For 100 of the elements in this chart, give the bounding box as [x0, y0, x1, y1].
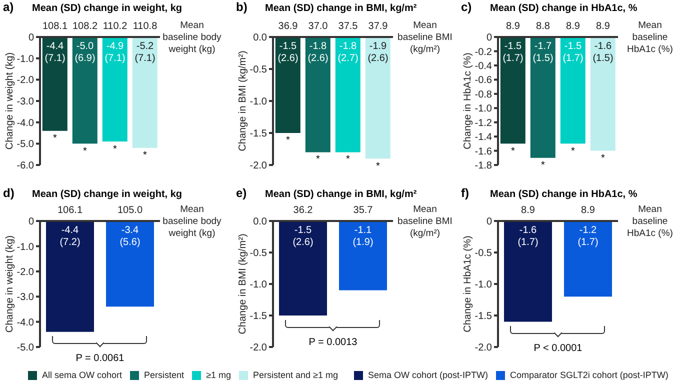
data-label: -4.4 (7.1) [44, 41, 66, 65]
x-axis-title: Mean baseline BMI (kg/m²) [396, 204, 454, 240]
y-tick-label: -4.0 [16, 317, 34, 328]
data-label: -1.8 (2.7) [336, 41, 360, 65]
annotation: * [600, 152, 606, 164]
x-axis-title: Mean baseline BMI (kg/m²) [396, 20, 454, 56]
x-tick-label: 8.9 [566, 21, 580, 32]
y-tick-label: -1.0 [474, 104, 492, 115]
y-tick-label: -2.0 [16, 75, 34, 86]
y-axis-title: Change in weight (kg) [4, 235, 16, 333]
y-tick-label: -1.0 [474, 280, 492, 291]
data-label: -1.6 (1.5) [592, 41, 614, 65]
y-tick-label: 0 [28, 32, 34, 44]
legend-label: All sema OW cohort [42, 370, 122, 380]
data-label: -1.5 (2.6) [292, 225, 314, 249]
x-axis-title: Mean baseline body weight (kg) [162, 20, 222, 56]
chart-title: Mean (SD) change in weight, kg [32, 189, 182, 200]
annotation: P = 0.0013 [308, 336, 358, 348]
text: e) [236, 186, 247, 200]
data-label: -1.1 (1.9) [352, 225, 374, 249]
y-tick-label: -1.0 [250, 96, 268, 108]
data-label: -1.5 (1.7) [502, 41, 524, 65]
data-label: -1.2 (1.7) [576, 225, 600, 249]
y-tick-label: -0.6 [474, 75, 492, 86]
data-label: -1.8 (2.6) [306, 41, 330, 65]
annotation: * [142, 150, 148, 161]
chart-title: Mean (SD) change in HbA1c, % [490, 189, 638, 200]
y-tick-label: -1.5 [250, 128, 268, 140]
y-tick-label: 0 [486, 216, 492, 228]
x-tick-label: 36.2 [293, 205, 314, 216]
y-tick-label: 0 [486, 32, 492, 44]
y-axis-title: Change in HbA1c (%) [462, 52, 474, 150]
x-tick-label: 37.5 [338, 21, 358, 32]
annotation: * [285, 135, 291, 146]
text: c) [461, 0, 472, 14]
y-tick-label: -1.0 [250, 280, 268, 291]
legend-label: ≥1 mg [206, 370, 232, 380]
x-tick-label: 108.1 [42, 21, 68, 32]
legend-label: Persistent and ≥1 mg [253, 370, 338, 380]
text: a) [3, 0, 14, 14]
y-tick-label: -1.5 [474, 311, 492, 322]
y-tick-label: -2.0 [250, 160, 268, 172]
y-tick-label: -0.2 [474, 46, 492, 58]
y-tick-label: -1.8 [474, 160, 492, 172]
x-tick-label: 106.1 [57, 205, 83, 216]
chart-title: Mean (SD) change in weight, kg [32, 3, 182, 14]
x-axis-title: Mean baseline body weight (kg) [162, 204, 222, 240]
x-tick-label: 37.0 [308, 21, 328, 32]
y-tick-label: -1.6 [474, 146, 492, 158]
y-tick-label: -1.0 [16, 54, 34, 65]
x-tick-label: 8.9 [506, 21, 520, 32]
y-tick-label: -3.0 [16, 292, 34, 304]
chart-title: Mean (SD) change in BMI, kg/m² [265, 3, 417, 14]
x-tick-label: 110.2 [102, 21, 128, 32]
y-tick-label: -0.5 [250, 64, 268, 76]
x-tick-label: 37.9 [368, 21, 388, 32]
text: d) [3, 186, 14, 200]
annotation: * [345, 154, 351, 166]
data-label: -4.9 (7.1) [104, 41, 126, 65]
chart-title: Mean (SD) change in BMI, kg/m² [265, 189, 417, 200]
legend-label: Comparator SGLT2i cohort (post-IPTW) [510, 370, 668, 380]
data-label: -5.2 (7.1) [134, 41, 156, 65]
y-tick-label: -2.0 [250, 342, 268, 354]
data-label: -3.4 (5.6) [118, 225, 142, 249]
y-tick-label: -1.4 [474, 132, 492, 144]
data-label: -4.4 (7.2) [58, 225, 82, 249]
y-tick-label: -1.2 [474, 118, 492, 129]
y-tick-label: -1.5 [250, 311, 268, 322]
legend-label: Sema OW cohort (post-IPTW) [368, 370, 488, 380]
x-tick-label: 8.8 [536, 21, 550, 32]
annotation: * [540, 160, 546, 171]
y-tick-label: -2.0 [16, 266, 34, 278]
annotation: * [375, 160, 381, 172]
x-tick-label: 110.8 [132, 21, 158, 32]
text: f) [461, 186, 469, 200]
data-label: -1.7 (1.5) [532, 41, 554, 65]
annotation: * [510, 146, 516, 157]
annotation: * [315, 154, 321, 166]
y-axis-title: Change in weight (kg) [4, 52, 16, 150]
y-tick-label: 0.0 [253, 32, 268, 44]
y-tick-label: -5.0 [16, 139, 34, 150]
text: P = 0.0061 [74, 352, 126, 364]
x-tick-label: 105.0 [117, 205, 143, 216]
y-tick-label: -2.0 [474, 342, 492, 354]
x-tick-label: 8.9 [596, 21, 610, 32]
x-tick-label: 8.9 [581, 205, 596, 216]
annotation: P < 0.0001 [532, 342, 584, 354]
x-tick-label: 36.9 [278, 21, 298, 32]
y-tick-label: 0.0 [253, 216, 268, 228]
annotation: * [52, 132, 58, 144]
data-label: -1.6 (1.7) [516, 225, 540, 249]
data-label: -1.5 (2.6) [276, 41, 300, 65]
annotation: * [112, 144, 118, 155]
annotation: * [82, 146, 88, 157]
y-tick-label: -1.0 [16, 242, 34, 253]
y-tick-label: 0 [28, 216, 34, 228]
x-tick-label: 8.9 [521, 205, 536, 216]
x-axis-title: Mean baseline HbA1c (%) [626, 204, 674, 240]
y-tick-label: -0.4 [474, 60, 492, 72]
y-axis-title: Change in BMI (kg/m²) [238, 50, 249, 152]
